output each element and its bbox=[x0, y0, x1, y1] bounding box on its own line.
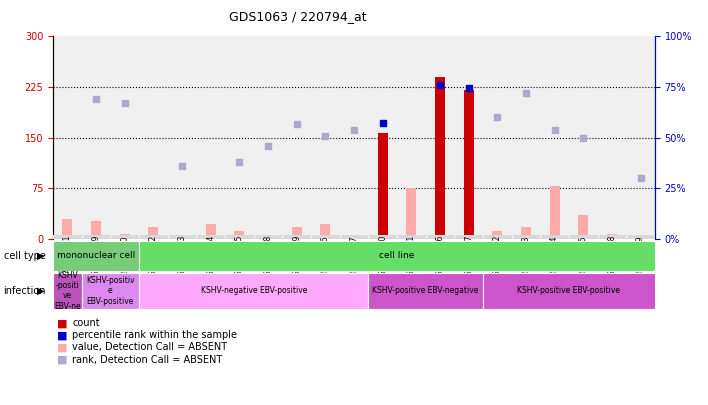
Text: GSM38806: GSM38806 bbox=[435, 235, 445, 277]
Text: GSM38807: GSM38807 bbox=[464, 235, 473, 277]
Text: ■: ■ bbox=[57, 343, 67, 352]
Text: GSM38789: GSM38789 bbox=[91, 235, 101, 277]
Bar bbox=[234, 231, 244, 239]
Bar bbox=[377, 186, 388, 239]
Bar bbox=[349, 236, 359, 239]
Bar bbox=[607, 234, 617, 239]
Text: value, Detection Call = ABSENT: value, Detection Call = ABSENT bbox=[72, 343, 227, 352]
Text: GSM38804: GSM38804 bbox=[206, 235, 215, 277]
Text: GSM38801: GSM38801 bbox=[407, 235, 416, 276]
Bar bbox=[292, 227, 302, 239]
Bar bbox=[81, 273, 139, 309]
Text: GSM38795: GSM38795 bbox=[578, 235, 588, 277]
Text: GSM38800: GSM38800 bbox=[378, 235, 387, 277]
Bar bbox=[139, 241, 655, 271]
Bar bbox=[435, 77, 445, 239]
Text: percentile rank within the sample: percentile rank within the sample bbox=[72, 330, 237, 340]
Bar bbox=[120, 234, 130, 239]
Text: count: count bbox=[72, 318, 100, 328]
Bar bbox=[149, 227, 159, 239]
Bar bbox=[406, 188, 416, 239]
Text: rank, Detection Call = ABSENT: rank, Detection Call = ABSENT bbox=[72, 355, 222, 364]
Bar bbox=[492, 231, 502, 239]
Text: GSM38790: GSM38790 bbox=[120, 235, 130, 277]
Bar bbox=[464, 186, 474, 239]
Text: GSM38794: GSM38794 bbox=[550, 235, 559, 277]
Bar bbox=[549, 186, 559, 239]
Text: GSM38793: GSM38793 bbox=[522, 235, 530, 277]
Text: KSHV-negative EBV-positive: KSHV-negative EBV-positive bbox=[200, 286, 307, 295]
Bar bbox=[91, 221, 101, 239]
Text: GSM38803: GSM38803 bbox=[178, 235, 186, 277]
Text: GDS1063 / 220794_at: GDS1063 / 220794_at bbox=[229, 10, 366, 23]
Bar bbox=[263, 236, 273, 239]
Text: GSM38796: GSM38796 bbox=[321, 235, 330, 277]
Text: GSM38809: GSM38809 bbox=[292, 235, 301, 277]
Text: GSM38808: GSM38808 bbox=[263, 235, 273, 276]
Bar bbox=[483, 273, 655, 309]
Bar bbox=[206, 224, 216, 239]
Text: ■: ■ bbox=[57, 318, 67, 328]
Text: GSM38802: GSM38802 bbox=[149, 235, 158, 276]
Text: KSHV-positive EBV-negative: KSHV-positive EBV-negative bbox=[372, 286, 479, 295]
Bar bbox=[368, 273, 483, 309]
Bar bbox=[578, 215, 588, 239]
Text: cell line: cell line bbox=[379, 251, 415, 260]
Text: ▶: ▶ bbox=[37, 286, 44, 296]
Bar bbox=[377, 133, 388, 239]
Text: GSM38791: GSM38791 bbox=[63, 235, 72, 277]
Bar bbox=[53, 241, 139, 271]
Text: KSHV
-positi
ve
EBV-ne: KSHV -positi ve EBV-ne bbox=[54, 271, 81, 311]
Text: GSM38797: GSM38797 bbox=[350, 235, 358, 277]
Text: infection: infection bbox=[4, 286, 46, 296]
Bar bbox=[636, 236, 646, 239]
Bar bbox=[464, 90, 474, 239]
Text: ■: ■ bbox=[57, 355, 67, 364]
Bar bbox=[62, 219, 72, 239]
Bar bbox=[521, 227, 531, 239]
Text: GSM38805: GSM38805 bbox=[235, 235, 244, 277]
Bar bbox=[320, 224, 331, 239]
Text: GSM38799: GSM38799 bbox=[636, 235, 645, 277]
Text: KSHV-positiv
e
EBV-positive: KSHV-positiv e EBV-positive bbox=[86, 276, 135, 306]
Bar bbox=[53, 273, 81, 309]
Text: GSM38792: GSM38792 bbox=[493, 235, 502, 277]
Text: ■: ■ bbox=[57, 330, 67, 340]
Bar bbox=[139, 273, 368, 309]
Text: KSHV-positive EBV-positive: KSHV-positive EBV-positive bbox=[518, 286, 620, 295]
Text: cell type: cell type bbox=[4, 251, 45, 261]
Text: GSM38798: GSM38798 bbox=[607, 235, 617, 277]
Text: ▶: ▶ bbox=[37, 251, 44, 261]
Text: mononuclear cell: mononuclear cell bbox=[57, 251, 135, 260]
